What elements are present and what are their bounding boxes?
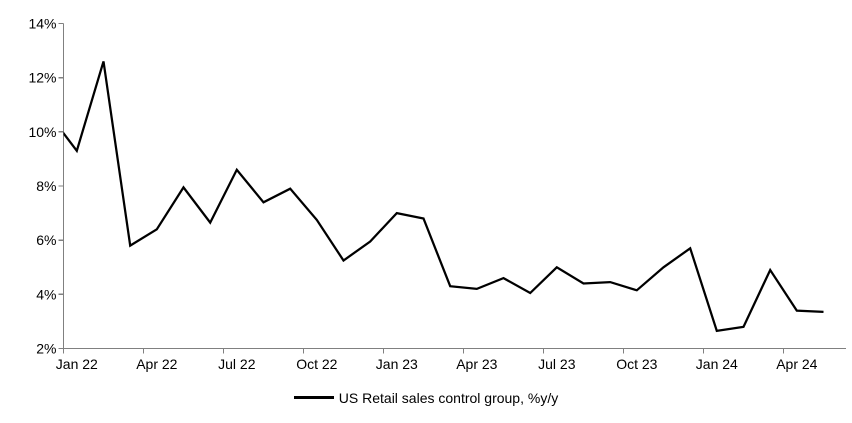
y-tick-label: 12% [28,70,56,86]
y-tick-label: 6% [36,232,56,248]
x-tick-label: Jan 22 [56,356,98,372]
x-tick-label: Jan 24 [696,356,738,372]
x-tick-label: Jul 22 [218,356,256,372]
x-tick-label: Oct 23 [616,356,657,372]
x-tick-label: Apr 24 [776,356,817,372]
y-tick-label: 14% [28,16,56,32]
x-tick-label: Apr 23 [456,356,497,372]
y-tick-label: 8% [36,178,56,194]
x-tick-label: Oct 22 [296,356,337,372]
data-line [63,61,824,333]
legend-label: US Retail sales control group, %y/y [338,389,559,406]
x-tick-label: Apr 22 [136,356,177,372]
x-tick-label: Jan 23 [376,356,418,372]
x-tick-label: Jul 23 [538,356,576,372]
legend-line-sample-icon [293,396,334,399]
y-tick-label: 10% [28,124,56,140]
y-tick-label: 4% [36,286,56,302]
legend: US Retail sales control group, %y/y [0,389,852,406]
y-tick-label: 2% [36,341,56,357]
